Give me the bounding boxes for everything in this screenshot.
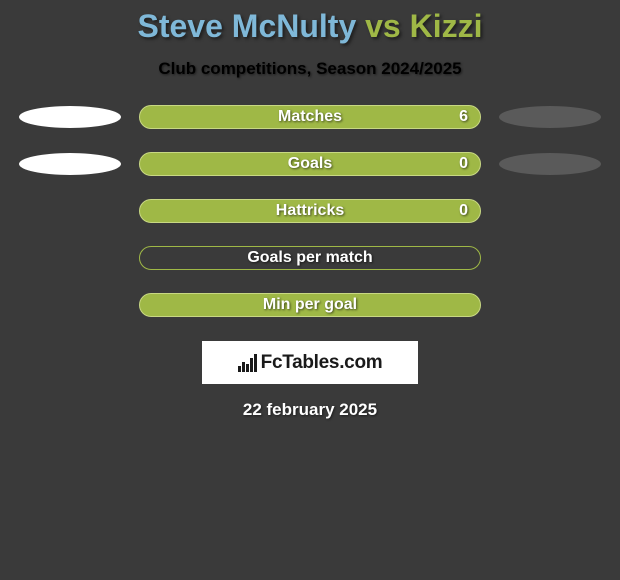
source-logo: FcTables.com [202,341,418,384]
stat-value: 0 [459,202,468,220]
stat-bar: Goals per match [139,246,481,270]
stat-label: Goals per match [247,249,372,267]
snapshot-date: 22 february 2025 [0,400,620,420]
subtitle: Club competitions, Season 2024/2025 [0,59,620,79]
bar-chart-icon [238,354,257,372]
stat-row: Matches 6 [0,105,620,129]
stat-bar: Goals 0 [139,152,481,176]
player-1-pill [19,106,121,128]
stat-label: Hattricks [276,202,344,220]
stat-row: Hattricks 0 [0,199,620,223]
stat-bar: Min per goal [139,293,481,317]
player-1-name: Steve McNulty [138,8,357,44]
player-1-pill [19,153,121,175]
stat-row: Goals 0 [0,152,620,176]
player-2-name: Kizzi [410,8,483,44]
player-2-pill [499,153,601,175]
player-2-pill [499,106,601,128]
stats-rows: Matches 6 Goals 0 Hattricks 0 Goals per match M… [0,105,620,317]
stat-label: Min per goal [263,296,357,314]
stat-row: Goals per match [0,246,620,270]
stat-value: 0 [459,155,468,173]
stat-bar: Hattricks 0 [139,199,481,223]
stat-row: Min per goal [0,293,620,317]
stat-bar: Matches 6 [139,105,481,129]
stat-value: 6 [459,108,468,126]
comparison-title: Steve McNulty vs Kizzi [0,8,620,45]
stat-label: Matches [278,108,342,126]
title-vs: vs [356,8,409,44]
stat-label: Goals [288,155,332,173]
infographic-container: Steve McNulty vs Kizzi Club competitions… [0,0,620,420]
logo-text: FcTables.com [261,352,383,374]
